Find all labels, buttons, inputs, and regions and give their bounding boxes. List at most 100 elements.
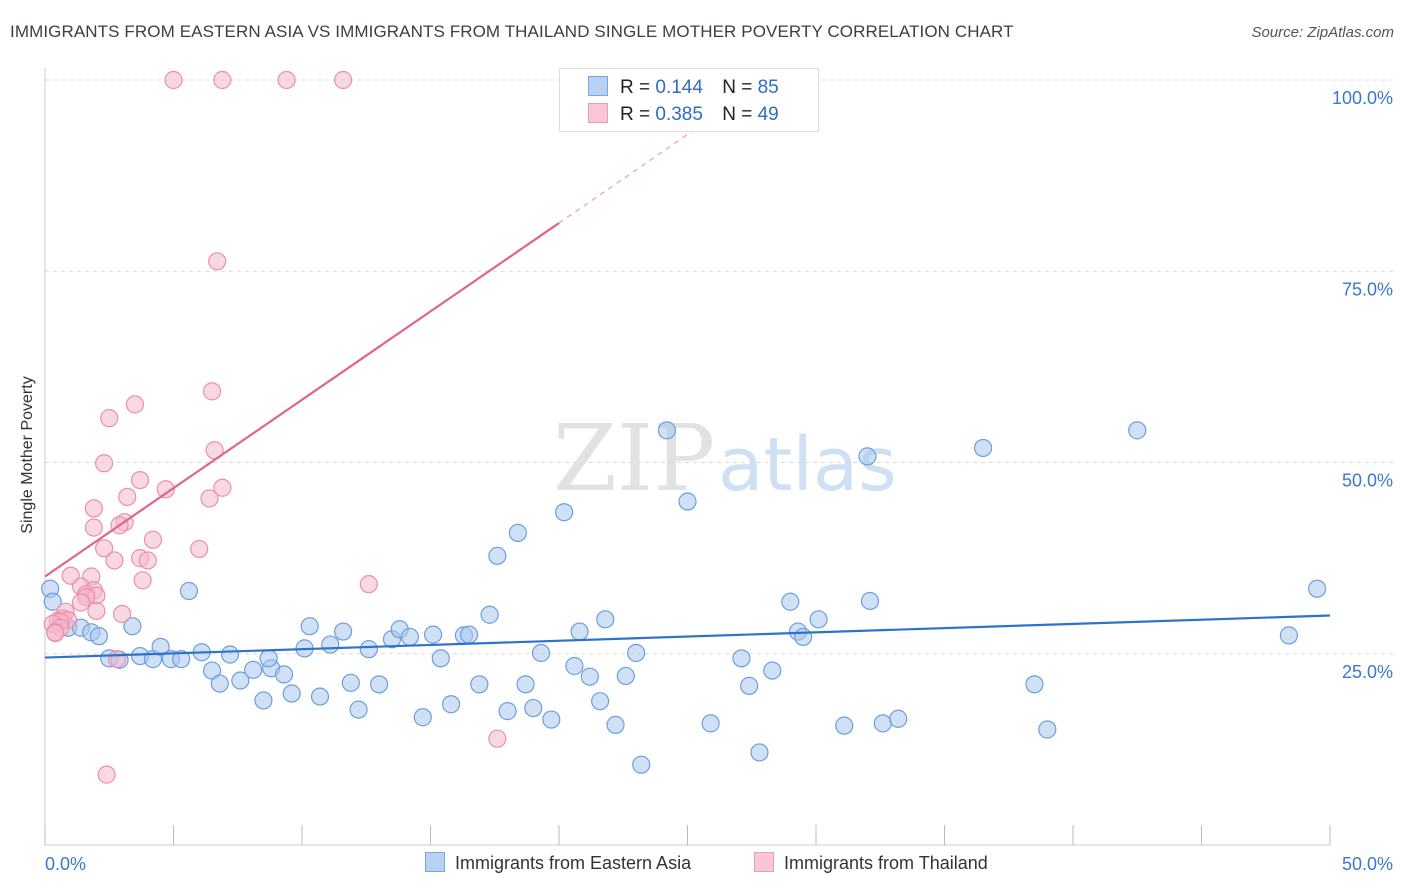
legend: R = 0.144 N = 85 R = 0.385 N = 49 xyxy=(559,68,819,132)
eastern-asia-point xyxy=(580,667,599,686)
eastern-asia-point xyxy=(858,447,877,466)
thailand-point xyxy=(138,551,157,570)
eastern-asia-point xyxy=(591,692,610,711)
eastern-asia-point xyxy=(740,676,759,695)
eastern-asia-point xyxy=(172,650,191,669)
thailand-point xyxy=(46,623,65,643)
eastern-asia-point xyxy=(310,687,330,706)
eastern-asia-point xyxy=(423,625,443,644)
eastern-asia-point xyxy=(220,645,240,664)
eastern-asia-point xyxy=(763,661,782,680)
eastern-asia-point xyxy=(596,610,615,629)
eastern-asia-point xyxy=(459,625,479,644)
eastern-asia-point xyxy=(889,709,908,728)
eastern-asia-point xyxy=(441,695,461,714)
eastern-asia-point xyxy=(794,627,813,647)
thailand-point xyxy=(130,470,150,490)
x-tick-labels: 0.0% 50.0% xyxy=(45,854,1393,874)
eastern-asia-point xyxy=(282,684,301,703)
eastern-asia-point xyxy=(498,702,517,721)
trend-lines xyxy=(44,98,1331,659)
thailand-point xyxy=(125,395,145,414)
eastern-asia-point xyxy=(300,617,319,636)
eastern-asia-point xyxy=(809,610,828,629)
thailand-point xyxy=(213,70,232,90)
eastern-asia-point xyxy=(632,755,651,774)
eastern-asia-point xyxy=(565,656,584,676)
thailand-point xyxy=(277,70,296,90)
eastern-asia-point xyxy=(973,438,993,458)
eastern-asia-point xyxy=(370,675,389,694)
axes xyxy=(44,68,1331,846)
thailand-point xyxy=(112,604,132,624)
eastern-asia-point xyxy=(470,675,489,694)
legend-r-label: R = xyxy=(620,77,651,98)
eastern-asia-point xyxy=(179,581,199,601)
legend-row-thailand: R = 0.385 N = 49 xyxy=(588,103,779,127)
y-tick-label: 100.0% xyxy=(1332,88,1393,108)
pink-swatch xyxy=(754,852,774,872)
legend-r-value-pink: 0.385 xyxy=(655,104,703,125)
series-eastern-asia-points xyxy=(41,421,1327,774)
thailand-point xyxy=(156,480,175,499)
eastern-asia-point xyxy=(431,649,450,668)
eastern-asia-point xyxy=(231,671,250,690)
eastern-asia-point xyxy=(151,637,170,656)
thailand-point xyxy=(95,454,114,473)
eastern-asia-point xyxy=(413,708,432,727)
eastern-asia-point xyxy=(321,635,340,654)
eastern-asia-point xyxy=(524,698,543,718)
thailand-point xyxy=(133,571,152,590)
eastern-asia-point xyxy=(244,660,263,679)
eastern-asia-point xyxy=(626,643,646,663)
thailand-point xyxy=(71,593,91,612)
eastern-asia-point xyxy=(616,666,635,686)
eastern-asia-point xyxy=(555,503,574,522)
thailand-point xyxy=(143,530,163,549)
eastern-asia-point xyxy=(400,627,420,647)
eastern-asia-point xyxy=(860,591,880,611)
eastern-asia-point xyxy=(1038,720,1057,739)
eastern-asia-point xyxy=(359,640,378,659)
eastern-asia-point xyxy=(1025,675,1044,694)
trend-line-thailand xyxy=(44,222,560,578)
bottom-legend-eastern-asia: Immigrants from Eastern Asia xyxy=(425,852,691,874)
eastern-asia-point xyxy=(488,546,507,565)
eastern-asia-point xyxy=(835,716,854,735)
thailand-point xyxy=(190,539,209,559)
bottom-legend-label: Immigrants from Thailand xyxy=(784,853,988,873)
y-tick-labels: 25.0% 50.0% 75.0% 100.0% xyxy=(1332,88,1393,682)
eastern-asia-point xyxy=(259,649,278,668)
source-note: Source: ZipAtlas.com xyxy=(1251,24,1394,41)
eastern-asia-point xyxy=(508,523,527,542)
bottom-legend-thailand: Immigrants from Thailand xyxy=(754,852,988,874)
thailand-point xyxy=(164,70,183,90)
legend-n-label: N = xyxy=(722,104,753,125)
legend-r-value-blue: 0.144 xyxy=(655,77,703,98)
legend-row-eastern-asia: R = 0.144 N = 85 xyxy=(588,76,779,100)
eastern-asia-point xyxy=(1308,579,1327,598)
y-tick-label: 75.0% xyxy=(1342,279,1393,299)
eastern-asia-point xyxy=(531,643,551,663)
pink-swatch xyxy=(588,103,608,123)
eastern-asia-point xyxy=(89,627,109,646)
thailand-point xyxy=(334,70,353,90)
gridlines xyxy=(45,79,1393,655)
eastern-asia-point xyxy=(210,674,229,693)
thailand-point xyxy=(100,409,119,428)
eastern-asia-point xyxy=(43,592,62,611)
thailand-point xyxy=(105,551,124,570)
eastern-asia-point xyxy=(341,673,360,692)
eastern-asia-point xyxy=(349,700,368,719)
x-tick-label: 0.0% xyxy=(45,854,86,874)
thailand-point xyxy=(95,539,114,558)
eastern-asia-point xyxy=(1128,421,1147,440)
y-tick-label: 25.0% xyxy=(1342,662,1393,682)
eastern-asia-point xyxy=(657,421,677,440)
x-tick-label: 50.0% xyxy=(1342,854,1393,874)
legend-r-label: R = xyxy=(620,104,651,125)
eastern-asia-point xyxy=(781,592,800,611)
eastern-asia-point xyxy=(480,605,499,624)
eastern-asia-point xyxy=(732,649,751,668)
